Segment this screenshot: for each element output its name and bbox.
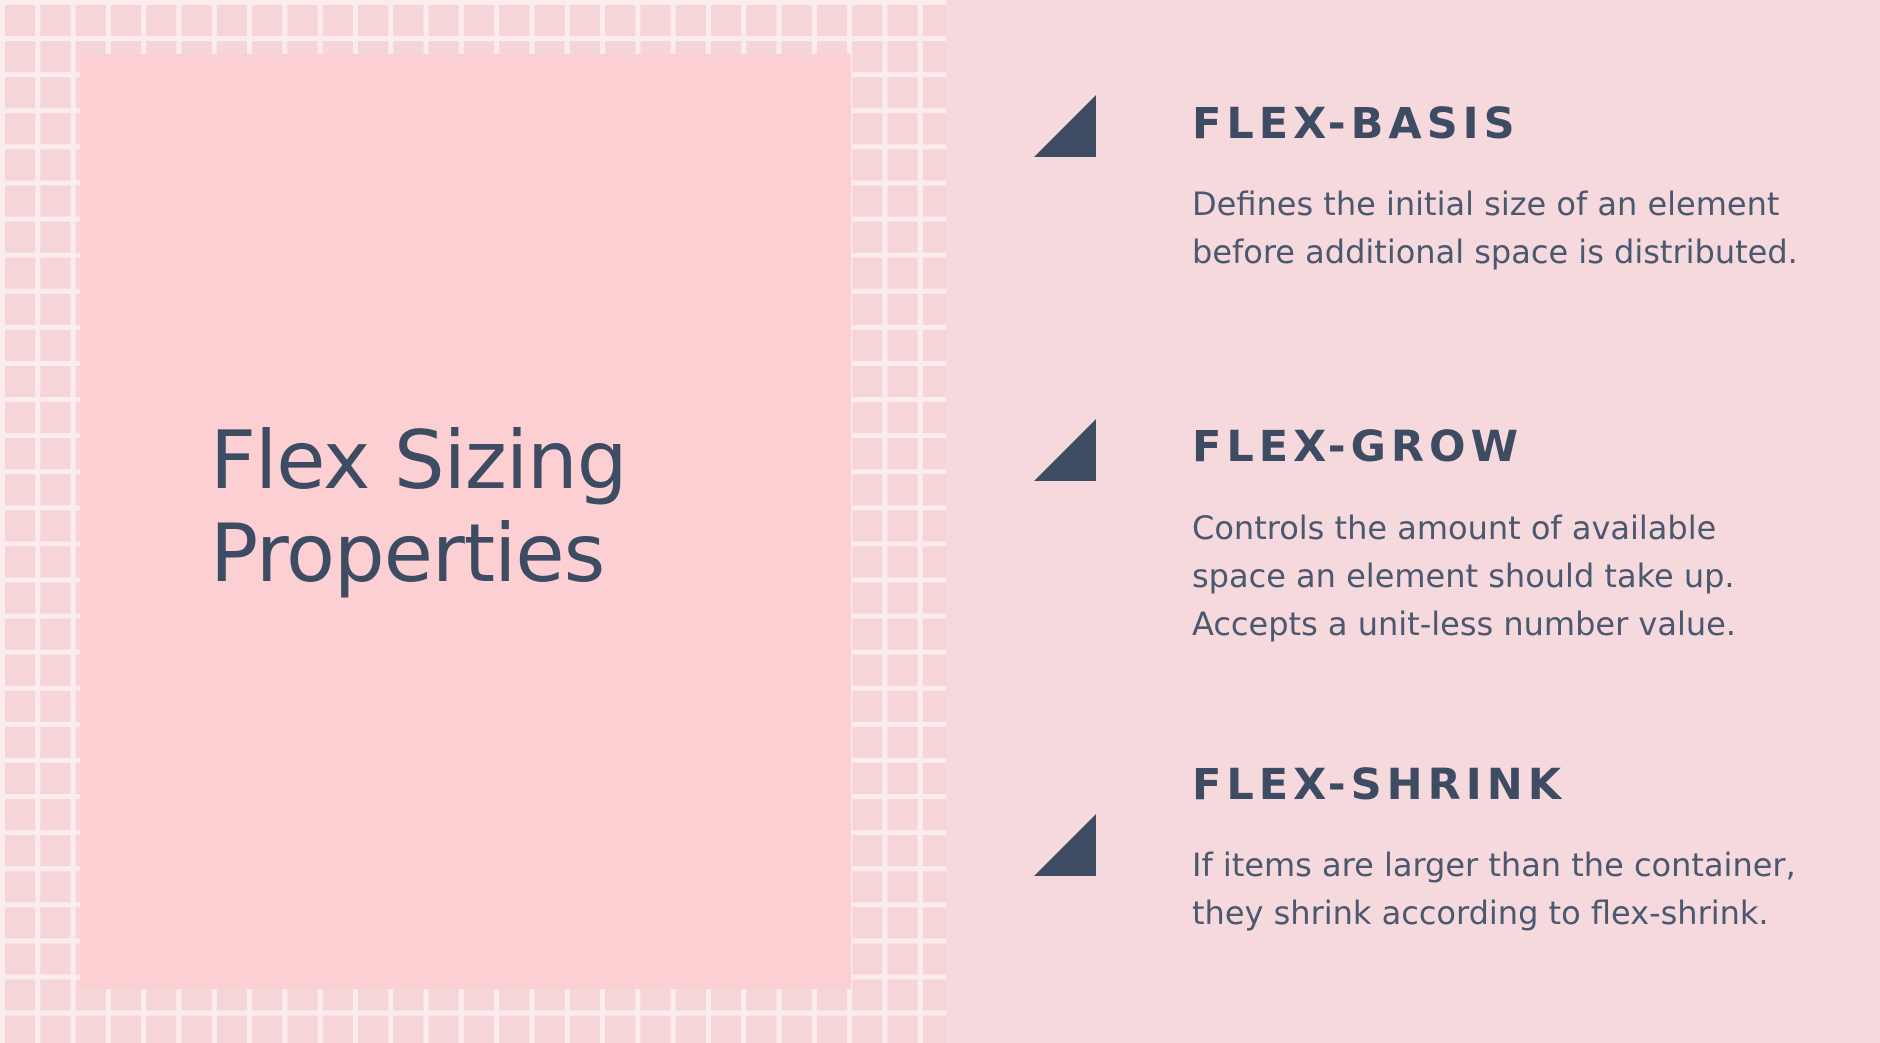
property-description: If items are larger than the container, …	[1192, 846, 1796, 932]
triangle-icon	[1034, 419, 1096, 481]
slide-title: Flex Sizing Properties	[210, 414, 628, 600]
property-heading: FLEX-GROW	[1192, 422, 1524, 472]
title-card	[80, 54, 851, 989]
triangle-icon	[1034, 814, 1096, 876]
property-description: Controls the amount of available space a…	[1192, 509, 1736, 643]
slide-title-line-1: Flex Sizing	[210, 414, 628, 507]
property-heading: FLEX-SHRINK	[1192, 760, 1567, 810]
property-description: Defines the initial size of an element b…	[1192, 185, 1798, 271]
property-heading: FLEX-BASIS	[1192, 99, 1520, 149]
slide-title-line-2: Properties	[210, 507, 605, 600]
triangle-icon	[1034, 95, 1096, 157]
